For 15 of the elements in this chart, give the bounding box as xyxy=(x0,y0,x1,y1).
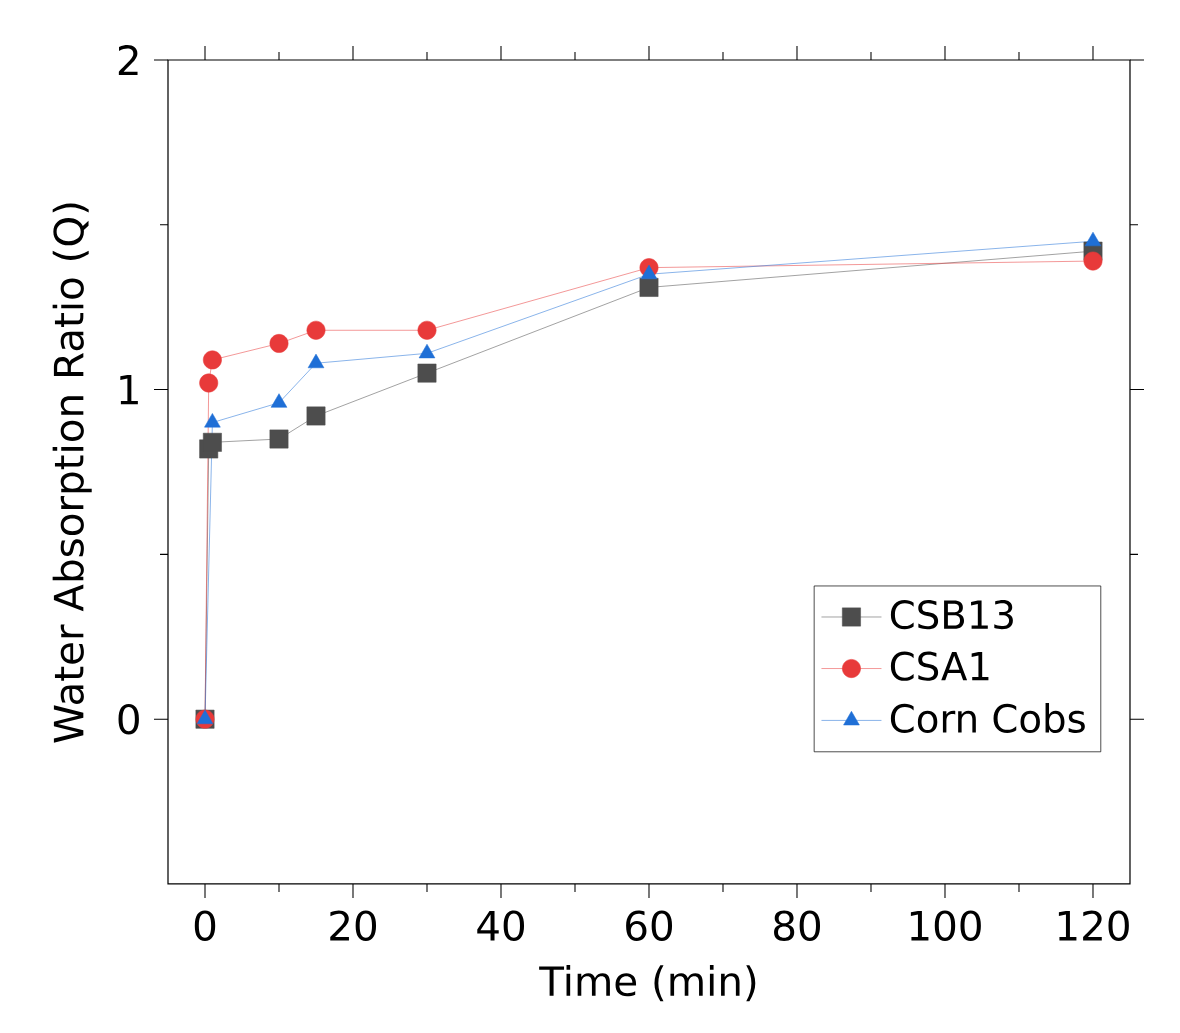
legend-label: Corn Cobs xyxy=(890,703,1085,734)
x-axis-title: Time (min) xyxy=(539,965,756,1002)
x-tick-label: 100 xyxy=(910,910,981,941)
x-tick-label: 60 xyxy=(626,910,673,941)
x-tick-label: 40 xyxy=(477,910,525,941)
y-axis-title: Water Absorption Ratio (Q) xyxy=(52,203,92,743)
y-tick-label: 2 xyxy=(118,45,138,75)
legend-label: CSB13 xyxy=(890,600,1013,630)
x-tick-label: 80 xyxy=(774,910,821,941)
y-tick-label: 1 xyxy=(120,374,138,405)
x-tick-label: 0 xyxy=(194,910,216,941)
legend-label: CSA1 xyxy=(890,651,989,681)
x-tick-label: 120 xyxy=(1058,910,1129,941)
y-tick-label: 0 xyxy=(118,703,139,735)
x-tick-label: 20 xyxy=(330,910,377,941)
